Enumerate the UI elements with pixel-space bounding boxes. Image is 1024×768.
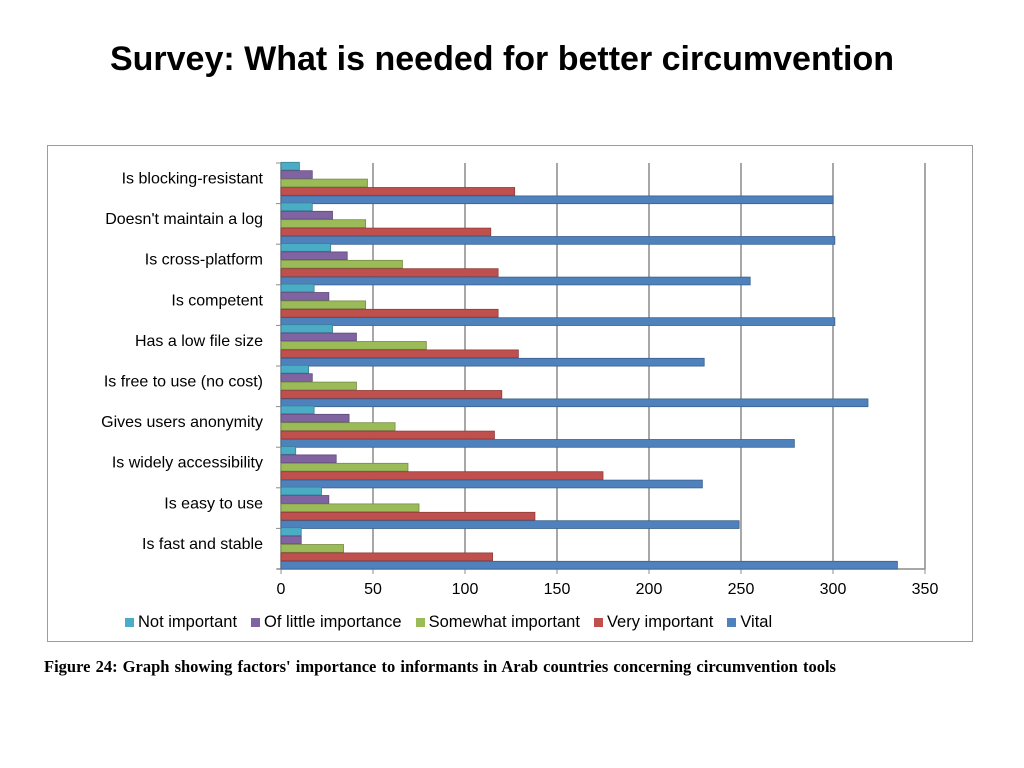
bar-of-little-importance <box>280 454 337 464</box>
legend-label: Not important <box>138 612 238 631</box>
bar-somewhat-important <box>280 422 396 431</box>
x-tick-label: 100 <box>452 581 479 598</box>
legend-label: Vital <box>740 612 773 631</box>
chart-frame: Is blocking-resistant Doesn't maintain a … <box>47 145 973 642</box>
bar-somewhat-important <box>280 300 367 310</box>
bar-not-important <box>280 324 333 333</box>
legend-swatch <box>593 617 603 627</box>
x-tick-label: 0 <box>277 581 286 598</box>
figure-caption: Figure 24: Graph showing factors' import… <box>44 657 836 676</box>
bar-of-little-importance <box>280 535 302 545</box>
bar-not-important <box>280 283 315 293</box>
bar-very-important <box>280 187 516 196</box>
bar-somewhat-important <box>280 544 344 553</box>
category-label: Is cross-platform <box>145 252 263 269</box>
bar-very-important <box>280 268 499 277</box>
category-label: Is blocking-resistant <box>122 171 264 188</box>
bar-of-little-importance <box>280 495 330 504</box>
legend-item-of-little-importance: Of little importance <box>251 613 402 632</box>
bar-vital <box>280 439 795 448</box>
bar-somewhat-important <box>280 503 420 513</box>
bar-not-important <box>280 446 297 455</box>
x-tick-label: 50 <box>364 581 382 598</box>
bar-very-important <box>280 511 536 521</box>
x-tick-label: 250 <box>728 581 755 598</box>
legend-swatch <box>415 617 425 627</box>
bar-very-important <box>280 308 499 318</box>
category-label: Is free to use (no cost) <box>104 374 263 391</box>
chart-legend: Not important Of little importance Somewha… <box>125 612 772 632</box>
bar-of-little-importance <box>280 292 330 301</box>
bar-very-important <box>280 430 495 440</box>
bar-not-important <box>280 527 302 536</box>
bar-of-little-importance <box>280 413 350 423</box>
bar-very-important <box>280 349 519 359</box>
x-tick-label: 300 <box>820 581 847 598</box>
legend-item-vital: Vital <box>727 613 772 632</box>
legend-item-not-important: Not important <box>125 613 237 632</box>
category-label: Is fast and stable <box>142 536 263 553</box>
category-label: Has a low file size <box>135 333 263 350</box>
legend-swatch <box>727 617 737 627</box>
category-label: Doesn't maintain a log <box>105 211 263 228</box>
bar-vital <box>280 195 834 205</box>
bar-not-important <box>280 243 332 252</box>
bar-of-little-importance <box>280 210 333 220</box>
bar-of-little-importance <box>280 332 357 342</box>
category-label: Is easy to use <box>164 495 263 512</box>
legend-label: Very important <box>606 612 714 631</box>
page-title: Survey: What is needed for better circum… <box>109 40 895 78</box>
legend-item-very-important: Very important <box>593 612 714 632</box>
bar-vital <box>280 520 740 529</box>
x-tick-label: 350 <box>912 581 939 598</box>
bar-very-important <box>280 227 492 237</box>
bar-of-little-importance <box>280 373 313 382</box>
bar-somewhat-important <box>280 381 357 391</box>
bar-vital <box>280 398 869 408</box>
legend-label: Of little importance <box>264 612 402 631</box>
bar-of-little-importance <box>280 170 313 179</box>
bar-very-important <box>280 552 494 562</box>
bar-somewhat-important <box>280 219 367 228</box>
legend-swatch <box>251 617 261 627</box>
bar-somewhat-important <box>280 259 403 269</box>
bar-not-important <box>280 202 313 212</box>
bar-vital <box>280 479 703 489</box>
bar-vital <box>280 236 836 245</box>
bar-vital <box>280 357 705 367</box>
bar-not-important <box>280 405 315 415</box>
bar-somewhat-important <box>280 341 427 350</box>
bar-of-little-importance <box>280 251 348 261</box>
bar-vital <box>280 276 751 286</box>
bar-chart: Is blocking-resistant Doesn't maintain a … <box>101 161 939 598</box>
bar-very-important <box>280 390 503 399</box>
legend-item-somewhat-important: Somewhat important <box>415 612 580 632</box>
legend-label: Somewhat important <box>428 612 580 631</box>
category-label: Is widely accessibility <box>112 455 263 472</box>
legend-swatch <box>125 617 134 627</box>
bar-somewhat-important <box>280 462 409 472</box>
bar-somewhat-important <box>280 178 368 188</box>
category-label: Gives users anonymity <box>101 414 263 431</box>
bar-not-important <box>280 364 310 374</box>
category-label: Is competent <box>171 292 263 309</box>
x-tick-label: 150 <box>544 581 571 598</box>
bar-vital <box>280 317 836 326</box>
bar-very-important <box>280 471 604 480</box>
bar-not-important <box>280 486 322 496</box>
x-tick-label: 200 <box>636 581 663 598</box>
bar-not-important <box>280 161 300 171</box>
bar-vital <box>280 560 898 570</box>
